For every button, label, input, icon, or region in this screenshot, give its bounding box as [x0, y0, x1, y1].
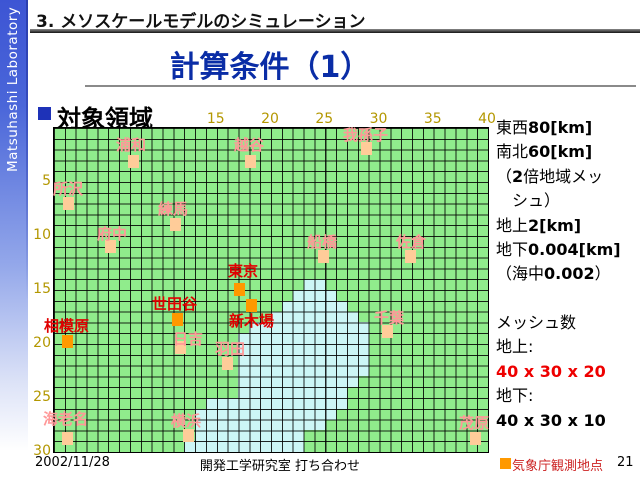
panel-line: 地上2[km]: [496, 215, 582, 235]
station-label: 府中: [97, 225, 128, 243]
station-label: 越谷: [234, 136, 265, 154]
station-marker: [361, 142, 372, 155]
station-label: 所沢: [53, 180, 84, 198]
station-marker: [183, 429, 194, 442]
panel-line: （海中0.002）: [496, 264, 611, 284]
station-marker: [128, 155, 139, 168]
mesh-map: [53, 127, 489, 453]
station-label: 練馬: [158, 200, 189, 218]
station-marker: [405, 250, 416, 263]
bullet-square: [38, 107, 51, 120]
panel-line: 南北60[km]: [496, 142, 593, 162]
left-axis-tick-label: 25: [33, 389, 51, 405]
panel-line: 地下:: [496, 386, 534, 406]
panel-line: シュ）: [496, 191, 561, 211]
station-label: 海老名: [43, 410, 89, 428]
lab-name-vertical-text: Matsuhashi Laboratory: [5, 6, 21, 172]
station-label: 羽田: [215, 340, 246, 358]
panel-line: 地上:: [496, 337, 534, 357]
station-marker: [470, 432, 481, 445]
left-axis-tick-label: 15: [33, 281, 51, 297]
left-axis-tick-label: 20: [33, 335, 51, 351]
top-axis-tick-label: 15: [206, 111, 225, 127]
observation-point-legend-swatch: [500, 458, 511, 469]
station-label: 茂原: [459, 414, 490, 432]
station-marker: [382, 325, 393, 338]
left-axis-tick-label: 30: [33, 443, 51, 459]
station-marker: [175, 341, 186, 354]
sidebar-banner: Matsuhashi Laboratory: [0, 0, 28, 480]
panel-line: メッシュ数: [496, 313, 577, 332]
station-label: 日吉: [173, 330, 204, 348]
station-marker: [245, 155, 256, 168]
footer-meeting-title: 開発工学研究室 打ち合わせ: [199, 459, 361, 474]
station-label: 佐倉: [396, 233, 427, 251]
observation-point-legend-label: 気象庁観測地点: [512, 459, 604, 474]
top-axis-tick-label: 40: [478, 111, 496, 127]
station-marker: [246, 299, 257, 312]
page-title: 計算条件（1）: [169, 50, 371, 85]
panel-line: （2倍地域メッ: [496, 166, 604, 186]
footer-date: 2002/11/28: [35, 455, 110, 470]
station-marker: [318, 250, 329, 263]
station-label: 我孫子: [343, 126, 389, 144]
header-rule: [30, 29, 640, 33]
station-label: 浦和: [116, 136, 147, 154]
map-gridlines: [54, 128, 488, 452]
page-number: 21: [617, 455, 634, 470]
station-label: 相模原: [44, 317, 90, 335]
station-label: 千葉: [374, 309, 405, 327]
station-marker: [170, 218, 181, 231]
station-marker: [234, 283, 245, 296]
panel-line: 40 x 30 x 20: [496, 361, 606, 381]
domain-size-panel: 東西80[km] 南北60[km] （2倍地域メッ シュ） 地上2[km] 地下0.00…: [496, 116, 640, 287]
station-label: 東京: [228, 262, 259, 280]
panel-line: 40 x 30 x 10: [496, 410, 606, 430]
station-label: 新木場: [229, 312, 275, 330]
top-axis-tick-label: 35: [423, 111, 442, 127]
station-marker: [63, 197, 74, 210]
station-marker: [62, 432, 73, 445]
station-label: 横浜: [171, 412, 202, 430]
station-label: 船橋: [307, 233, 338, 251]
sidebar-edge-line: [26, 0, 28, 300]
section-title: 3. メソスケールモデルのシミュレーション: [36, 12, 366, 32]
panel-line: 地下0.004[km]: [496, 240, 621, 260]
panel-line: 東西80[km]: [496, 118, 593, 137]
top-axis-tick-label: 30: [369, 111, 388, 127]
station-marker: [62, 335, 73, 348]
left-axis-tick-label: 5: [42, 173, 51, 189]
station-marker: [105, 240, 116, 253]
left-axis-tick-label: 10: [33, 227, 51, 243]
station-marker: [172, 313, 183, 326]
top-axis-tick-label: 25: [315, 111, 334, 127]
title-rule: [85, 85, 636, 87]
top-axis-tick-label: 20: [261, 111, 279, 127]
station-label: 世田谷: [152, 295, 198, 313]
station-marker: [222, 357, 233, 370]
mesh-count-panel: メッシュ数地上: 40 x 30 x 20 地下: 40 x 30 x 10: [496, 311, 640, 433]
